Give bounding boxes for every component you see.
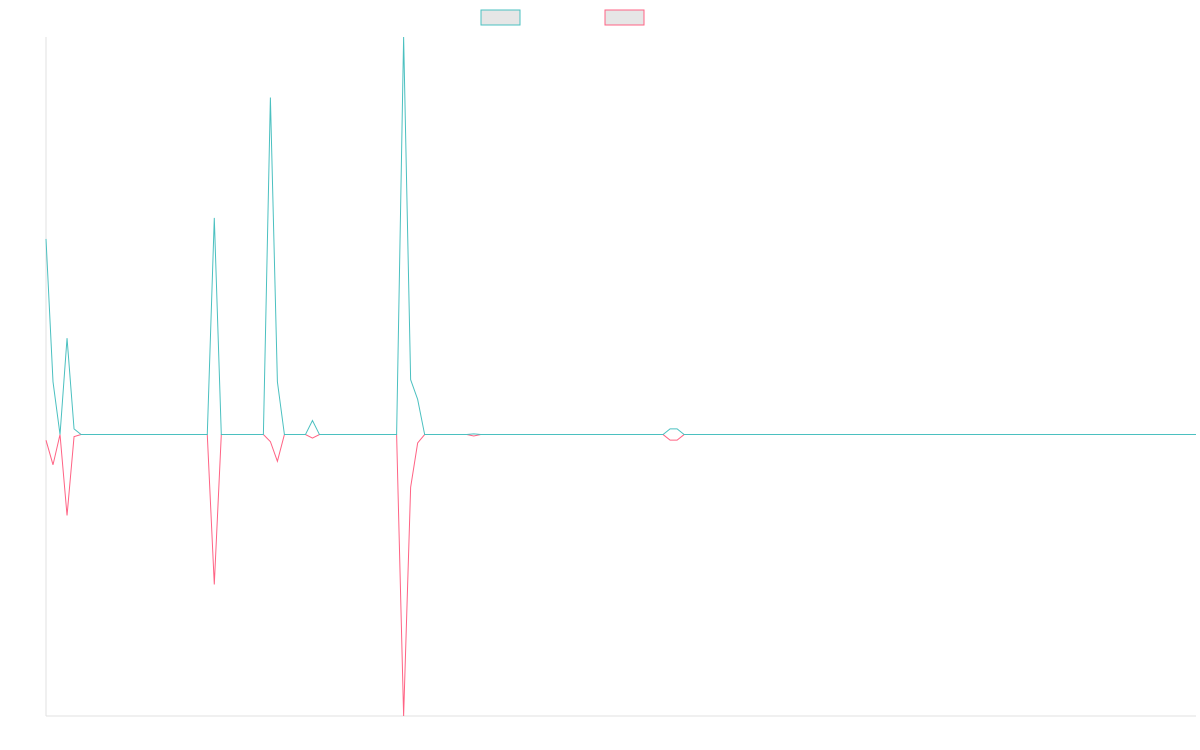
series-group [45, 36, 1196, 717]
legend[interactable] [480, 9, 645, 26]
series-1-line [45, 36, 1196, 436]
legend-swatch-series-2[interactable] [604, 9, 645, 26]
legend-swatch-series-1[interactable] [480, 9, 521, 26]
series-2-line [45, 434, 1196, 717]
